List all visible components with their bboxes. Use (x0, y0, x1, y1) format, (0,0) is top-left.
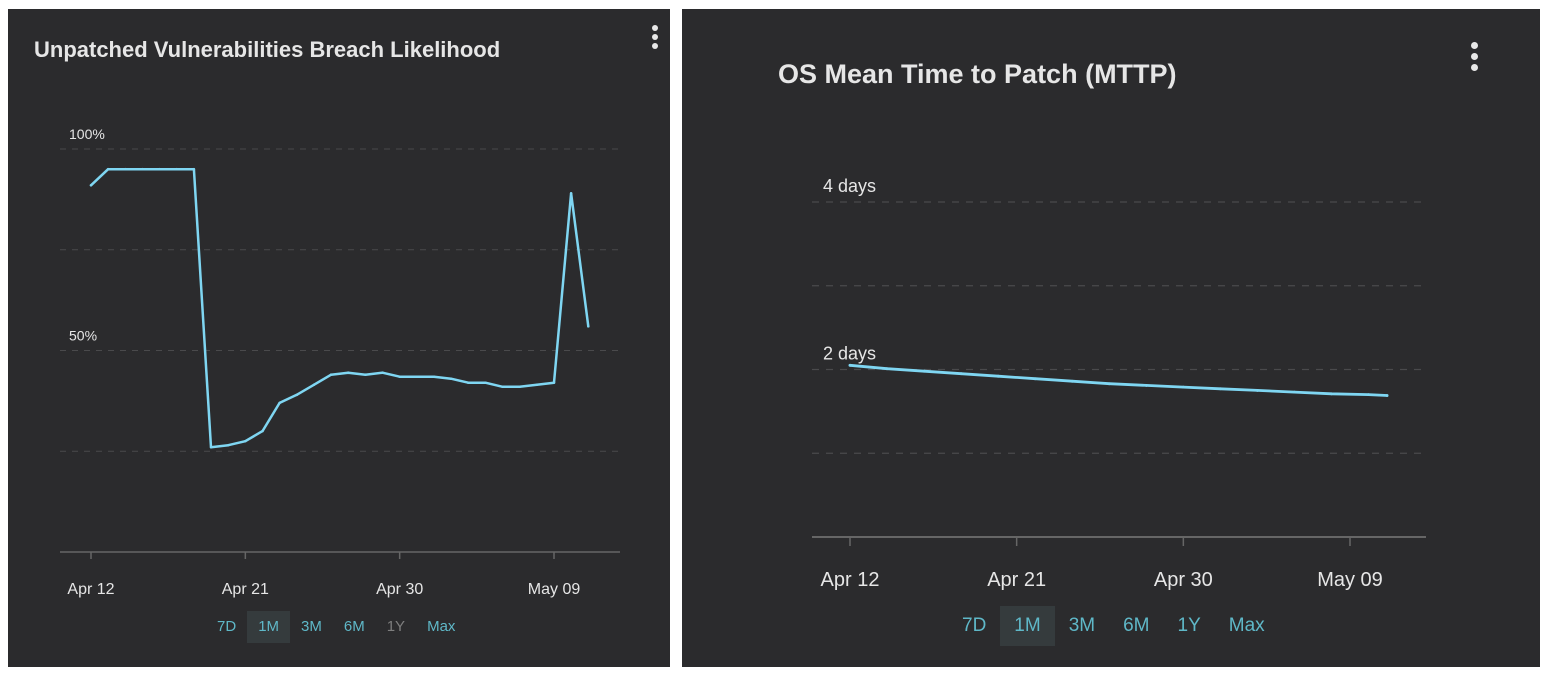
time-range-selector: 7D 1M 3M 6M 1Y Max (206, 611, 466, 643)
data-point (996, 374, 1000, 378)
data-point (1070, 379, 1074, 383)
data-point (1256, 389, 1259, 392)
data-point (364, 373, 367, 376)
range-3m-button[interactable]: 3M (301, 618, 322, 635)
data-point (329, 373, 333, 376)
mttp-chart: 4 days 2 days Apr 12 Apr 21 Apr 30 May 09 (812, 176, 1426, 591)
data-point (484, 381, 487, 384)
data-point (226, 443, 230, 447)
y-tick-label: 4 days (823, 176, 876, 196)
data-point (922, 369, 926, 373)
data-point (1181, 385, 1185, 389)
range-6m-button[interactable]: 6M (343, 618, 365, 635)
y-tick-label: 2 days (823, 344, 876, 364)
data-point (124, 167, 127, 171)
data-point (141, 167, 144, 171)
data-point (415, 375, 419, 378)
card-title: Unpatched Vulnerabilities Breach Likelih… (34, 37, 501, 62)
data-point (449, 377, 453, 380)
x-tick-label: Apr 30 (376, 581, 423, 598)
data-point (501, 385, 504, 389)
x-tick-label: Apr 12 (67, 581, 114, 598)
data-point (295, 393, 299, 397)
x-tick-label: Apr 12 (821, 569, 880, 591)
data-point (1330, 392, 1333, 396)
data-point (1293, 390, 1296, 394)
time-range-selector: 7D 1M 3M 6M 1Y Max (948, 606, 1279, 646)
data-point (467, 381, 470, 384)
data-point (885, 367, 889, 371)
range-7d-button[interactable]: 7D (962, 615, 987, 636)
x-tick-label: Apr 30 (1154, 569, 1213, 591)
data-point (1107, 382, 1111, 386)
data-point (552, 381, 556, 384)
vertical-ellipsis-icon[interactable] (1469, 42, 1479, 71)
data-point (278, 401, 281, 405)
data-point (158, 167, 161, 171)
data-point (535, 383, 539, 387)
data-point (192, 167, 196, 171)
card-title: OS Mean Time to Patch (MTTP) (778, 59, 1177, 89)
data-point (261, 429, 264, 433)
mttp-card: OS Mean Time to Patch (MTTP) 4 days 2 day… (682, 9, 1540, 667)
data-point (1385, 394, 1389, 397)
data-point (432, 375, 436, 378)
data-point (175, 167, 178, 171)
range-7d-button[interactable]: 7D (217, 618, 237, 635)
series-line (89, 167, 590, 449)
data-point (312, 383, 316, 387)
data-point (346, 371, 350, 374)
x-tick-label: Apr 21 (987, 569, 1046, 591)
vertical-ellipsis-icon[interactable] (650, 25, 660, 53)
data-point (587, 325, 590, 328)
range-6m-button[interactable]: 6M (1123, 615, 1150, 636)
data-point (569, 192, 573, 195)
series-line (848, 363, 1389, 397)
x-tick-label: Apr 21 (222, 581, 269, 598)
data-point (1144, 384, 1148, 387)
y-tick-label: 50% (69, 328, 97, 344)
data-point (518, 385, 521, 389)
range-max-button[interactable]: Max (427, 618, 456, 635)
breach-likelihood-card: Unpatched Vulnerabilities Breach Likelih… (8, 9, 670, 667)
range-1m-button[interactable]: 1M (1000, 606, 1055, 646)
x-tick-label: May 09 (528, 581, 581, 598)
range-1y-button[interactable]: 1Y (1177, 615, 1201, 636)
x-tick-label: May 09 (1317, 569, 1383, 591)
data-point (381, 371, 384, 374)
data-point (398, 375, 401, 378)
range-max-button[interactable]: Max (1228, 615, 1265, 636)
data-point (209, 445, 213, 449)
range-1m-button[interactable]: 1M (247, 611, 291, 643)
data-point (106, 167, 110, 171)
range-3m-button[interactable]: 3M (1068, 615, 1096, 636)
data-point (1367, 393, 1370, 397)
range-1y-button: 1Y (386, 618, 406, 635)
data-point (959, 372, 963, 376)
data-point (89, 184, 93, 187)
data-point (848, 363, 852, 367)
breach-likelihood-chart: 100% 50% Apr 12 Apr 21 Apr 30 May 09 (60, 126, 620, 598)
y-tick-label: 100% (69, 126, 105, 142)
data-point (1218, 387, 1222, 391)
data-point (1033, 377, 1037, 381)
data-point (244, 439, 247, 443)
